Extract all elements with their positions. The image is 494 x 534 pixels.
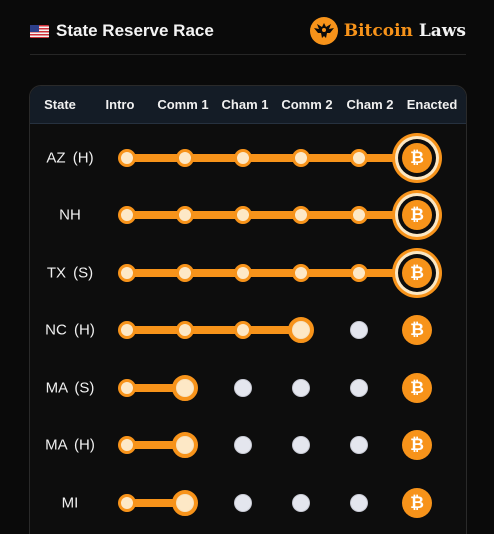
progress-bar: [127, 154, 417, 162]
stage-dot: [118, 436, 136, 454]
us-flag-icon: [30, 24, 49, 38]
table-row: NH ₿: [30, 186, 466, 244]
table-row: MA (S) ₿: [30, 359, 466, 417]
stage-dot: [234, 436, 252, 454]
stage-dot: [350, 436, 368, 454]
bitcoin-icon: ₿: [402, 143, 432, 173]
stage-dot: [292, 494, 310, 512]
stage-dot: [118, 379, 136, 397]
stage-dot: [172, 490, 198, 516]
state-label: TX (S): [46, 264, 94, 282]
header: State Reserve Race Bitcoin Laws: [30, 12, 466, 55]
state-label: AZ (H): [46, 149, 94, 167]
bitcoin-icon: ₿: [402, 258, 432, 288]
bitcoin-icon: ₿: [402, 488, 432, 518]
table-row: MI ₿: [30, 474, 466, 532]
progress-bar: [127, 269, 417, 277]
state-label: NH: [59, 206, 81, 224]
stage-dot: [292, 436, 310, 454]
stage-dot: [292, 149, 310, 167]
state-label: MA (H): [45, 436, 95, 454]
eagle-icon: [309, 17, 338, 45]
stage-dot: [176, 149, 194, 167]
stage-dot: [176, 321, 194, 339]
page-title: State Reserve Race: [56, 21, 214, 40]
stage-dot: [292, 206, 310, 224]
stage-dot: [234, 264, 252, 282]
column-header-intro: Intro: [105, 97, 135, 112]
bitcoin-icon: ₿: [402, 430, 432, 460]
stage-dot: [350, 494, 368, 512]
stage-dot: [288, 317, 314, 343]
stage-dot: [292, 264, 310, 282]
stage-dot: [176, 206, 194, 224]
stage-dot: [234, 206, 252, 224]
column-header-cham1: Cham 1: [221, 97, 269, 112]
stage-dot: [350, 321, 368, 339]
stage-dot: [350, 206, 368, 224]
bitcoin-icon: ₿: [402, 200, 432, 230]
stage-dot: [118, 494, 136, 512]
stage-dot: [234, 149, 252, 167]
column-header-comm2: Comm 2: [281, 97, 333, 112]
stage-dot: [234, 321, 252, 339]
state-label: MI: [61, 494, 79, 512]
state-label: MA (S): [45, 379, 95, 397]
stage-dot: [292, 379, 310, 397]
table-row: MA (H) ₿: [30, 416, 466, 474]
stage-dot: [350, 379, 368, 397]
stage-dot: [234, 494, 252, 512]
progress-bar: [127, 499, 185, 507]
brand-logo[interactable]: Bitcoin Laws: [309, 16, 466, 46]
stage-dot: [118, 149, 136, 167]
stage-dot: [172, 375, 198, 401]
column-header-cham2: Cham 2: [346, 97, 394, 112]
stage-dot: [118, 321, 136, 339]
stage-dot: [234, 379, 252, 397]
stage-dot: [172, 432, 198, 458]
column-header-state: State: [44, 97, 76, 112]
brand-word-bitcoin: Bitcoin: [343, 21, 413, 41]
stage-dot: [350, 264, 368, 282]
table-row: NC (H) ₿: [30, 301, 466, 359]
progress-bar: [127, 384, 185, 392]
progress-bar: [127, 326, 301, 334]
progress-bar: [127, 441, 185, 449]
title-group: State Reserve Race: [30, 21, 214, 41]
table-row: AZ (H) ₿: [30, 129, 466, 187]
stage-dot: [118, 264, 136, 282]
table-row: TX (S) ₿: [30, 244, 466, 302]
column-header-enacted: Enacted: [406, 97, 458, 112]
progress-table: State Intro Comm 1 Cham 1 Comm 2 Cham 2 …: [29, 85, 467, 534]
state-label: NC (H): [45, 321, 95, 339]
table-header: State Intro Comm 1 Cham 1 Comm 2 Cham 2 …: [30, 86, 466, 124]
column-header-comm1: Comm 1: [157, 97, 209, 112]
stage-dot: [350, 149, 368, 167]
progress-bar: [127, 211, 417, 219]
bitcoin-icon: ₿: [402, 373, 432, 403]
bitcoin-icon: ₿: [402, 315, 432, 345]
stage-dot: [176, 264, 194, 282]
brand-word-laws: Laws: [418, 21, 466, 41]
stage-dot: [118, 206, 136, 224]
